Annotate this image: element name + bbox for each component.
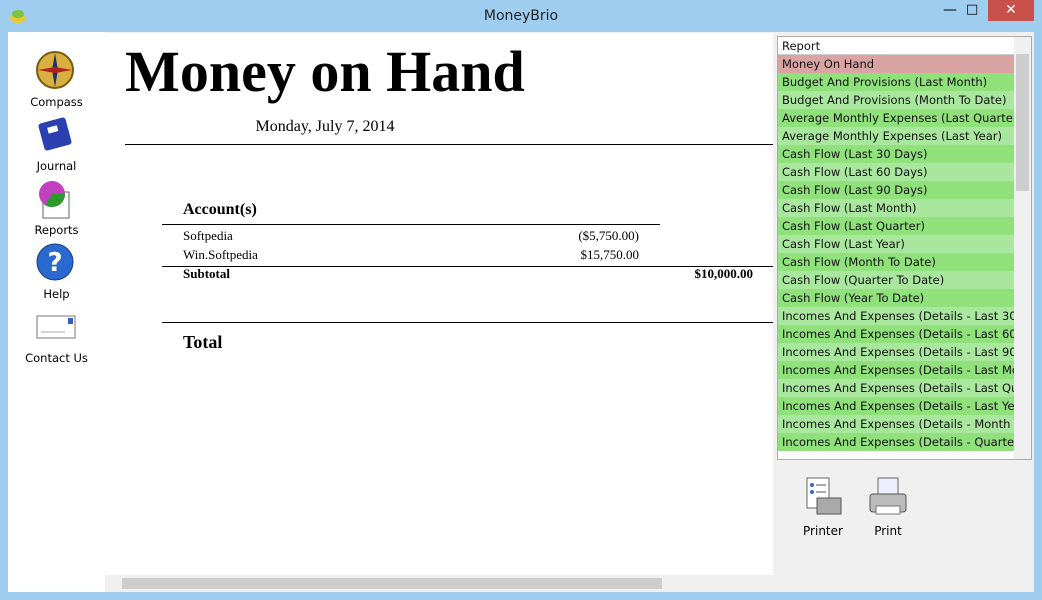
subtotal-label: Subtotal xyxy=(183,266,230,281)
report-title: Money on Hand xyxy=(125,39,525,104)
scroll-thumb[interactable] xyxy=(122,578,662,589)
report-list-item[interactable]: Incomes And Expenses (Details - Last Mon… xyxy=(778,361,1014,379)
report-list-item[interactable]: Cash Flow (Quarter To Date) xyxy=(778,271,1014,289)
sidebar-item[interactable]: Reports xyxy=(8,178,105,237)
button-label: Printer xyxy=(803,524,843,538)
subtotal-value: $10,000.00 xyxy=(694,266,754,281)
scroll-thumb[interactable] xyxy=(1016,54,1029,191)
window-title: MoneyBrio xyxy=(483,8,559,24)
close-button[interactable]: ✕ xyxy=(988,0,1034,21)
total-label: Total xyxy=(183,332,223,352)
report-list: Report Money On Hand Budget And Provision… xyxy=(777,36,1032,460)
sidebar-label: Compass xyxy=(30,95,83,109)
report-list-item[interactable]: Cash Flow (Last Quarter) xyxy=(778,217,1014,235)
report-list-item[interactable]: Cash Flow (Year To Date) xyxy=(778,289,1014,307)
rule xyxy=(162,266,773,267)
sidebar-label: Journal xyxy=(36,159,77,173)
report-list-item[interactable]: Average Monthly Expenses (Last Year) xyxy=(778,127,1014,145)
sidebar-icon xyxy=(36,315,75,339)
vertical-scrollbar[interactable] xyxy=(1014,37,1031,459)
account-amount: ($5,750.00) xyxy=(578,228,639,243)
button-icon xyxy=(806,477,842,515)
report-list-item[interactable]: Cash Flow (Last 90 Days) xyxy=(778,181,1014,199)
maximize-button[interactable]: □ xyxy=(966,2,979,17)
app-icon xyxy=(10,10,26,23)
sidebar-icon: ? xyxy=(36,243,73,281)
sidebar-icon xyxy=(38,181,69,219)
report-list-item[interactable]: Incomes And Expenses (Details - Last Qua… xyxy=(778,379,1014,397)
report-list-item[interactable]: Cash Flow (Last Month) xyxy=(778,199,1014,217)
sidebar-icon xyxy=(38,117,71,151)
report-list-item[interactable]: Cash Flow (Last 30 Days) xyxy=(778,145,1014,163)
sidebar-item[interactable]: Journal xyxy=(8,114,105,173)
report-list-item[interactable]: Cash Flow (Last 60 Days) xyxy=(778,163,1014,181)
button-label: Print xyxy=(874,524,902,538)
list-header: Report xyxy=(778,37,1014,55)
section-heading: Account(s) xyxy=(183,201,257,218)
report-list-item[interactable]: Incomes And Expenses (Details - Last Yea… xyxy=(778,397,1014,415)
sidebar-label: Contact Us xyxy=(25,351,88,365)
sidebar-item[interactable]: Contact Us xyxy=(8,306,105,365)
sidebar-icon xyxy=(35,51,74,89)
report-list-item[interactable]: Incomes And Expenses (Details - Last 60 … xyxy=(778,325,1014,343)
report-date: Monday, July 7, 2014 xyxy=(255,118,395,135)
report-list-item[interactable]: Incomes And Expenses (Details - Last 30 … xyxy=(778,307,1014,325)
sidebar-item[interactable]: Compass xyxy=(8,50,105,109)
report-document: Money on Hand Monday, July 7, 2014 Accou… xyxy=(105,33,773,575)
report-list-item[interactable]: Cash Flow (Last Year) xyxy=(778,235,1014,253)
report-list-item[interactable]: Budget And Provisions (Month To Date) xyxy=(778,91,1014,109)
rule xyxy=(162,322,773,323)
sidebar: Compass Journal Reports? Help Contact Us xyxy=(8,32,105,592)
report-list-item[interactable]: Incomes And Expenses (Details - Month To… xyxy=(778,415,1014,433)
account-name: Softpedia xyxy=(183,228,233,243)
sidebar-label: Reports xyxy=(34,223,79,237)
account-amount: $15,750.00 xyxy=(580,247,640,262)
rule xyxy=(162,224,660,225)
account-name: Win.Softpedia xyxy=(183,247,258,262)
toolbar-button[interactable]: Print xyxy=(858,476,918,538)
sidebar-label: Help xyxy=(43,287,70,301)
horizontal-scrollbar[interactable] xyxy=(105,575,773,592)
report-list-item[interactable]: Average Monthly Expenses (Last Quarter) xyxy=(778,109,1014,127)
report-list-item[interactable]: Incomes And Expenses (Details - Last 90 … xyxy=(778,343,1014,361)
toolbar-button[interactable]: Printer xyxy=(793,476,853,538)
rule xyxy=(125,144,773,145)
report-list-item[interactable]: Money On Hand xyxy=(778,55,1014,73)
button-icon xyxy=(869,477,907,515)
minimize-button[interactable]: — xyxy=(943,2,957,18)
report-list-item[interactable]: Cash Flow (Month To Date) xyxy=(778,253,1014,271)
report-list-item[interactable]: Budget And Provisions (Last Month) xyxy=(778,73,1014,91)
svg-text:?: ? xyxy=(47,248,62,278)
sidebar-item[interactable]: ? Help xyxy=(8,242,105,301)
report-list-item[interactable]: Incomes And Expenses (Details - Quarter … xyxy=(778,433,1014,451)
